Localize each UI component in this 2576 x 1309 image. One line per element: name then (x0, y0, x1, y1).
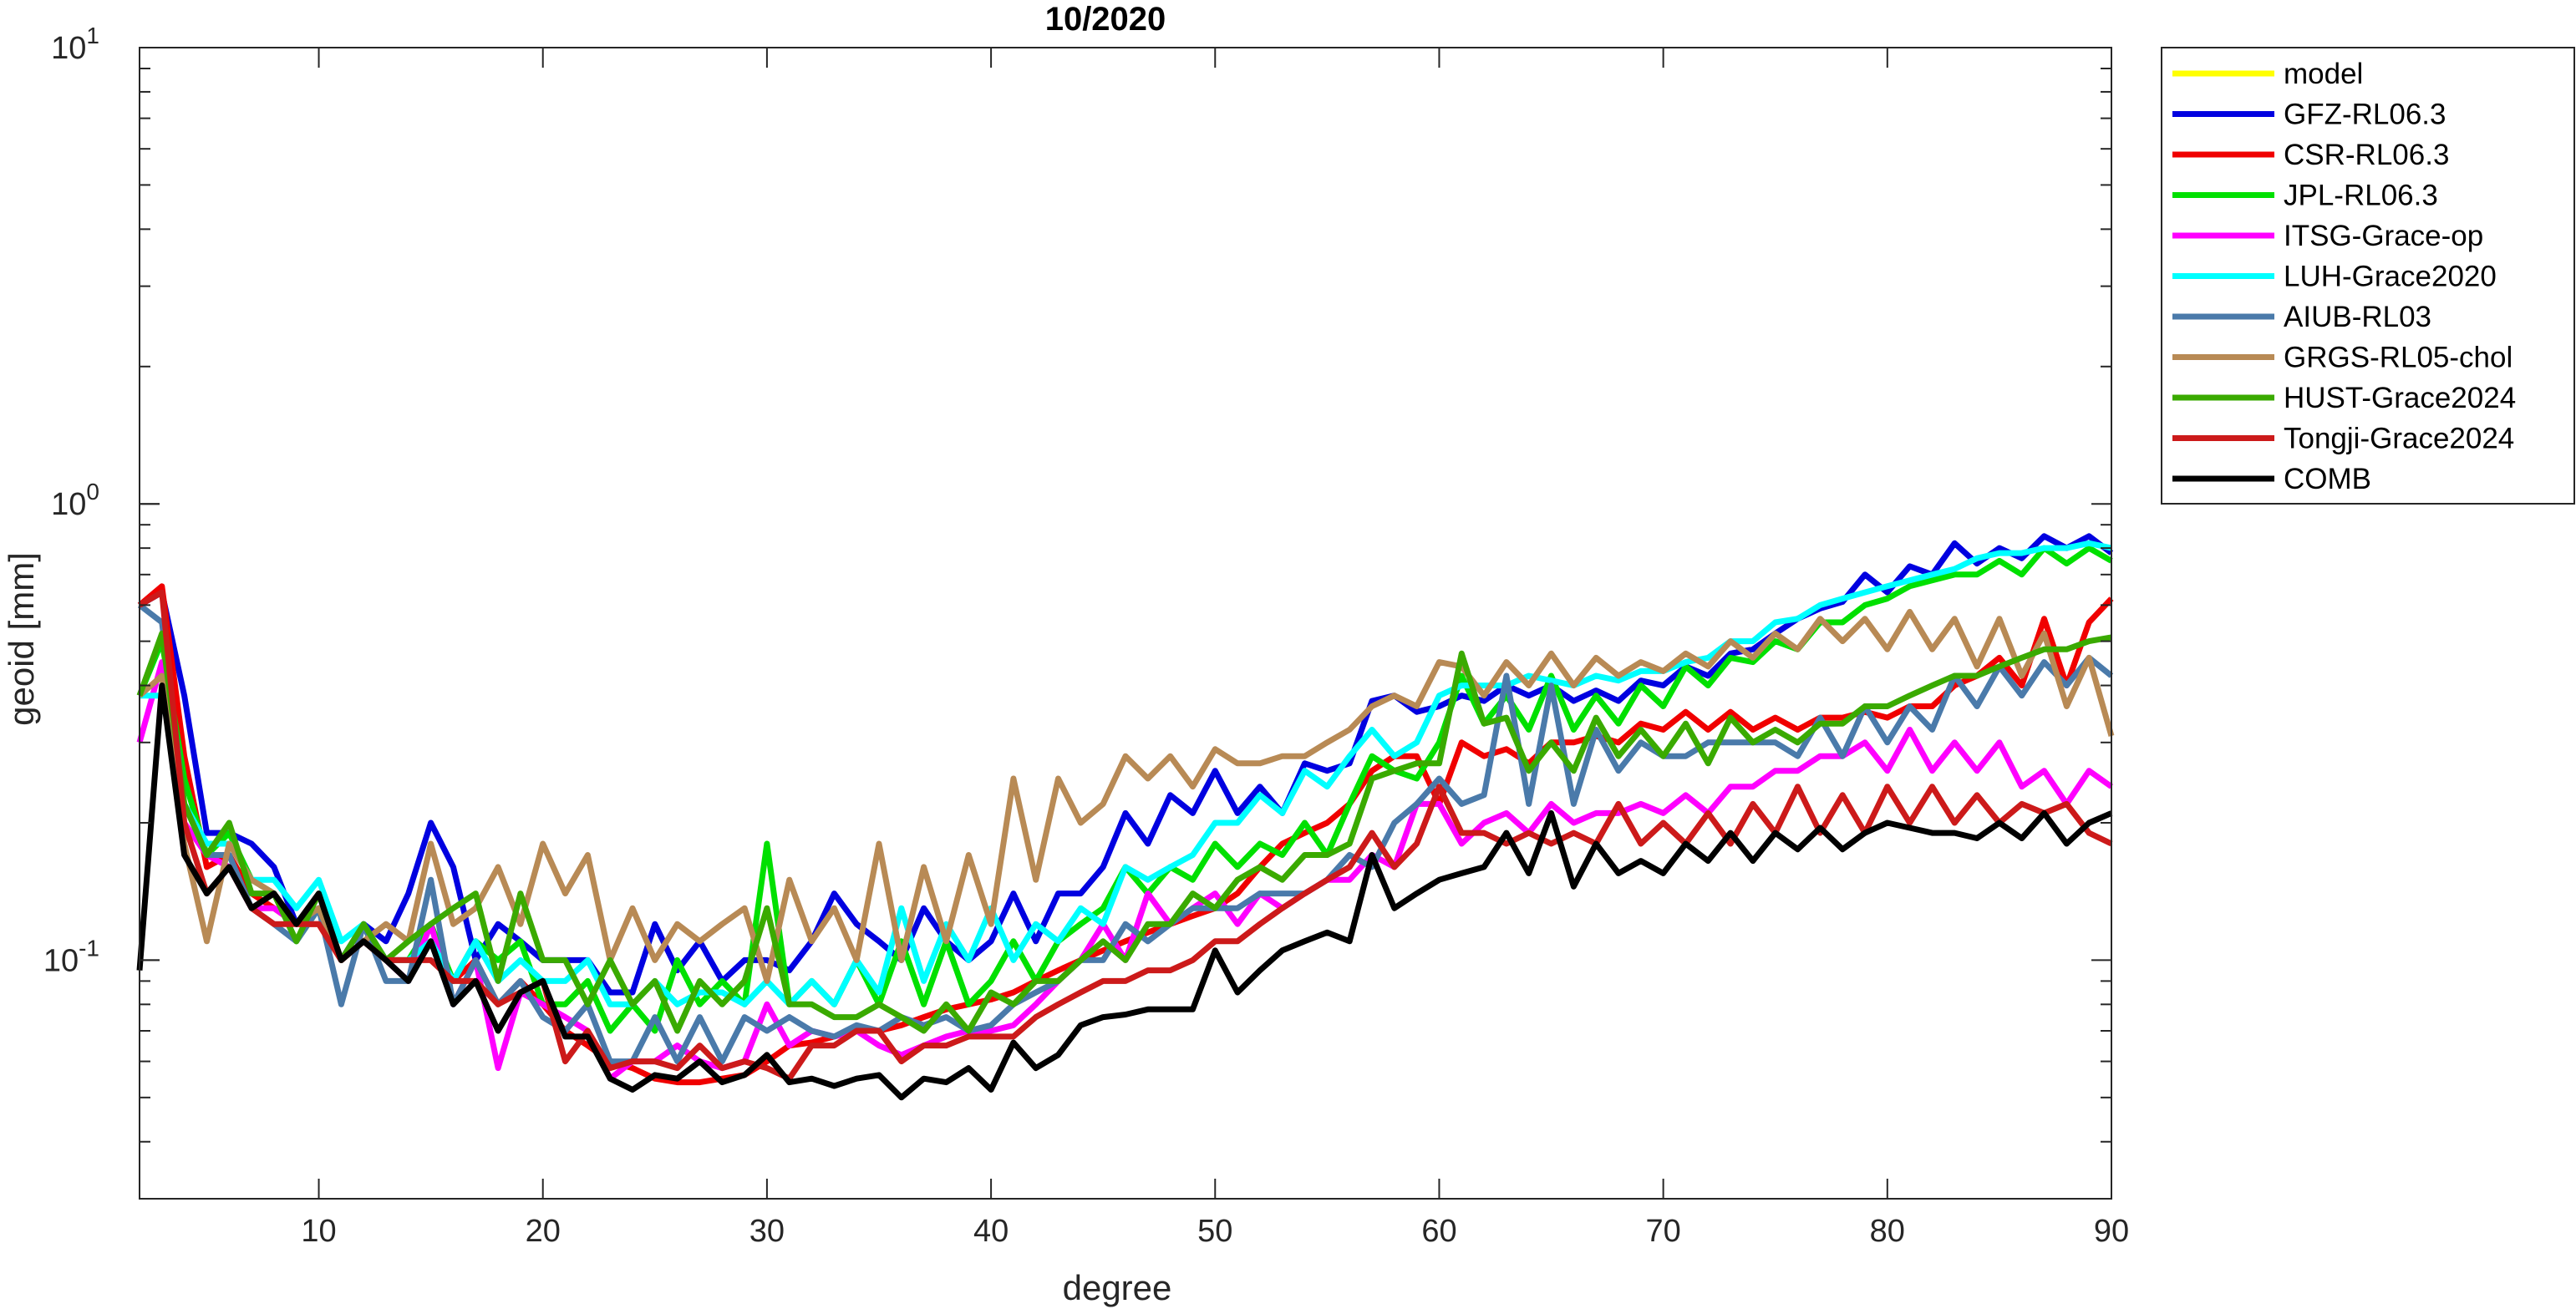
legend-label-1: GFZ-RL06.3 (2284, 99, 2446, 131)
y-tick-exponent-1: 0 (86, 479, 99, 505)
y-tick-mantissa-0: 10 (43, 943, 79, 978)
legend-label-4: ITSG-Grace-op (2284, 220, 2483, 252)
x-tick-label-0: 10 (301, 1214, 336, 1249)
x-tick-label-5: 60 (1421, 1214, 1456, 1249)
legend-label-9: Tongji-Grace2024 (2284, 423, 2514, 455)
legend-label-5: LUH-Grace2020 (2284, 261, 2497, 293)
x-axis-label: degree (1063, 1268, 1172, 1307)
legend-label-3: JPL-RL06.3 (2284, 180, 2438, 212)
legend-label-8: HUST-Grace2024 (2284, 382, 2516, 414)
axes-frame (139, 47, 2112, 1200)
x-tick-label-8: 90 (2094, 1214, 2129, 1249)
series-line-10 (136, 682, 2113, 1101)
chart-title: 10/2020 (1045, 1, 1166, 38)
series-layer (136, 533, 2115, 1101)
x-tick-label-2: 30 (749, 1214, 785, 1249)
y-axis-label: geoid [mm] (2, 552, 41, 726)
series-line-1 (138, 533, 2114, 996)
x-tick-label-1: 20 (526, 1214, 561, 1249)
series-line-9 (138, 589, 2113, 1082)
series-line-8 (136, 630, 2112, 1034)
y-tick-label-1: 100 (51, 479, 99, 522)
legend-label-0: model (2284, 58, 2363, 90)
y-tick-label-0: 10-1 (43, 935, 99, 978)
legend-label-2: CSR-RL06.3 (2284, 139, 2449, 171)
series-line-2 (137, 583, 2114, 1086)
legend: model GFZ-RL06.3 CSR-RL06.3 JPL-RL06.3 ITSG-… (2161, 47, 2575, 505)
x-tick-label-6: 70 (1645, 1214, 1680, 1249)
x-tick-label-4: 50 (1197, 1214, 1232, 1249)
legend-label-10: COMB (2284, 463, 2371, 495)
y-tick-label-2: 101 (51, 23, 99, 66)
series-line-6 (137, 602, 2114, 1065)
y-tick-mantissa-1: 10 (51, 487, 86, 522)
x-tick-label-7: 80 (1870, 1214, 1905, 1249)
series-line-5 (140, 540, 2112, 1007)
series-line-7 (137, 608, 2115, 984)
legend-label-6: AIUB-RL03 (2284, 301, 2431, 333)
x-tick-label-3: 40 (973, 1214, 1009, 1249)
y-tick-mantissa-2: 10 (51, 31, 86, 66)
y-tick-exponent-0: -1 (79, 935, 99, 961)
legend-label-7: GRGS-RL05-chol (2284, 342, 2512, 374)
y-tick-exponent-2: 1 (86, 23, 99, 48)
